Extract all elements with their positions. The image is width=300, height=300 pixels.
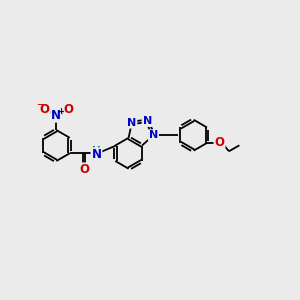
Text: H: H <box>92 146 101 157</box>
Text: N: N <box>127 118 136 128</box>
Text: N: N <box>51 109 62 122</box>
Text: N: N <box>92 148 101 161</box>
Text: N: N <box>142 116 152 126</box>
Text: O: O <box>63 103 73 116</box>
Text: O: O <box>79 164 89 176</box>
Text: O: O <box>214 136 224 149</box>
Text: +: + <box>57 107 64 116</box>
Text: O: O <box>40 103 50 116</box>
Text: N: N <box>149 130 158 140</box>
Text: −: − <box>37 100 44 109</box>
